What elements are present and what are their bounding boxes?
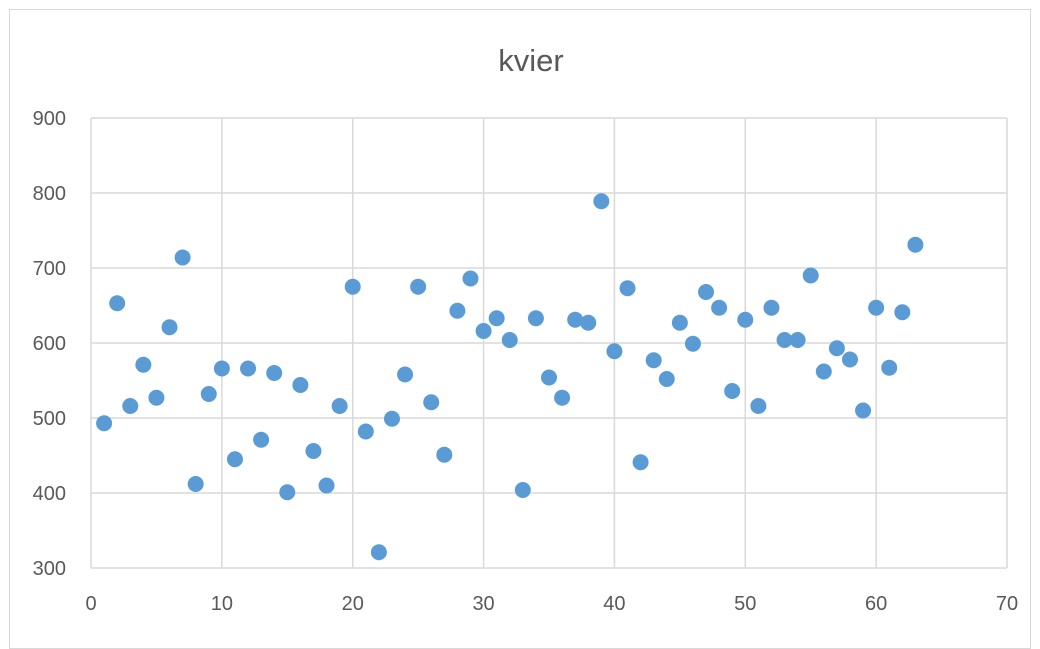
data-point [514,482,531,498]
x-tick-label: 60 [865,593,887,615]
data-point [161,319,178,336]
data-point [606,343,623,360]
data-point [213,360,230,377]
data-point [645,352,662,369]
data-point [122,398,139,414]
x-tick-label: 20 [342,593,364,615]
data-point [370,544,387,561]
data-point [501,332,518,348]
data-point [632,454,649,471]
data-point [554,389,571,406]
data-point [436,446,453,463]
data-point [750,398,767,414]
data-point [331,398,348,414]
data-point [841,351,858,368]
data-point [828,340,845,357]
data-point [907,236,924,253]
data-point [737,311,754,328]
x-tick-label: 40 [603,593,625,615]
y-tick-label: 500 [33,408,66,430]
data-point [305,443,322,459]
data-point [200,386,217,402]
data-point [135,356,152,373]
data-point [658,371,675,387]
data-points [96,193,924,561]
data-point [383,410,400,427]
data-point [240,360,257,377]
x-tick-label: 50 [734,593,756,615]
chart-title: kvier [498,43,563,78]
data-point [292,377,309,393]
x-tick-label: 10 [211,593,233,615]
data-point [187,476,204,492]
data-point [344,278,361,295]
y-tick-labels: 300 400 500 600 700 800 900 [33,108,66,580]
data-point [671,314,688,331]
data-point [226,451,243,468]
data-point [397,366,414,383]
data-point [462,270,479,287]
data-point [423,394,440,411]
data-point [868,299,885,316]
data-point [776,332,793,348]
y-tick-label: 900 [33,108,66,130]
data-point [802,267,819,284]
y-tick-label: 400 [33,483,66,505]
y-tick-label: 300 [33,558,66,580]
y-tick-label: 700 [33,258,66,280]
data-point [580,314,597,331]
data-point [881,359,898,376]
data-point [619,280,636,297]
data-point [488,310,505,327]
data-point [148,389,165,406]
data-point [253,431,270,448]
data-point [279,484,296,501]
x-tick-labels: 0 10 20 30 40 50 60 70 [85,593,1018,615]
axes [90,118,1007,569]
x-tick-label: 30 [472,593,494,615]
chart-frame [9,9,1031,649]
y-tick-label: 600 [33,333,66,355]
data-point [894,304,911,321]
data-point [593,193,610,210]
data-point [96,415,113,432]
data-point [174,249,191,266]
data-point [527,310,544,327]
data-point [711,299,728,316]
y-tick-label: 800 [33,183,66,205]
x-tick-label: 0 [85,593,96,615]
data-point [698,284,715,300]
data-point [855,402,872,419]
data-point [266,365,283,381]
data-point [475,323,492,339]
x-tick-label: 70 [996,593,1018,615]
data-point [318,477,335,494]
data-point [763,299,780,316]
data-point [357,423,374,440]
data-point [684,335,701,352]
data-point [449,302,466,319]
data-point [724,383,741,399]
scatter-chart: kvier 300 400 500 600 700 800 900 0 10 20 30 40 50 6… [33,43,1019,615]
data-point [567,311,584,328]
data-point [789,332,806,348]
data-point [541,369,557,386]
gridlines [91,117,1008,568]
data-point [815,363,832,380]
data-point [410,278,427,295]
data-point [109,295,126,312]
